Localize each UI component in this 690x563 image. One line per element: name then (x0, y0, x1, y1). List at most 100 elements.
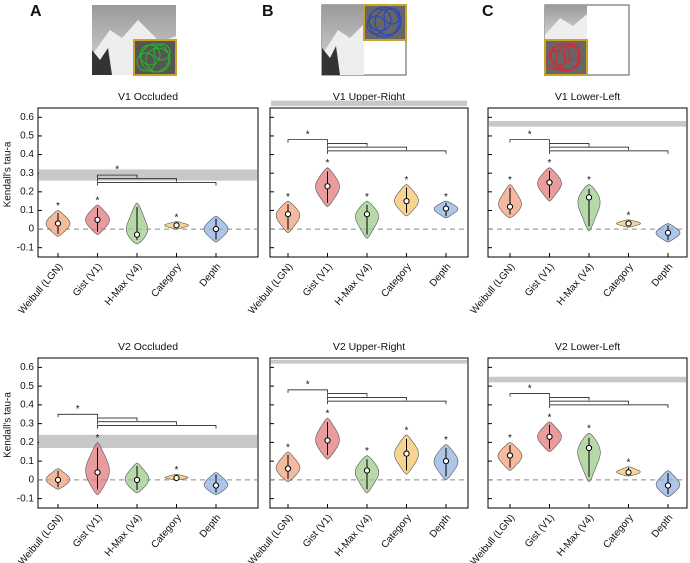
bracket-star: * (528, 383, 532, 394)
noise-ceiling (489, 376, 686, 383)
noise-ceiling (39, 169, 257, 181)
median (212, 225, 220, 233)
significance-star: * (56, 201, 60, 212)
y-tick-label: 0.3 (20, 168, 34, 179)
comparison-bracket (549, 397, 590, 401)
significance-star: * (405, 426, 409, 437)
significance-star: * (286, 442, 290, 453)
x-tick-label: Depth (428, 513, 454, 541)
median (664, 482, 672, 489)
noise-ceiling (271, 100, 467, 107)
comparison-bracket (327, 143, 368, 147)
significance-star: * (548, 412, 552, 423)
comparison-bracket (287, 389, 328, 393)
median (173, 474, 180, 482)
noise-ceiling (489, 121, 686, 127)
y-tick-label: 0.6 (20, 112, 34, 123)
median (133, 476, 141, 483)
x-tick-label: Depth (428, 262, 454, 290)
significance-star: * (175, 212, 179, 223)
x-tick-label: H-Max (V4) (555, 262, 596, 308)
comparison-bracket (287, 139, 328, 143)
median (94, 216, 101, 223)
median (284, 465, 292, 472)
x-tick-label: H-Max (V4) (103, 262, 144, 308)
comparison-bracket (549, 150, 669, 154)
noise-ceiling (39, 434, 257, 448)
panel-title: V1 Occluded (118, 91, 178, 103)
x-tick-label: Category (149, 262, 184, 300)
bracket-star: * (306, 380, 310, 391)
panel-title: V1 Lower-Left (555, 91, 620, 103)
y-tick-label: 0.4 (20, 149, 34, 160)
x-tick-label: H-Max (V4) (103, 513, 144, 559)
significance-star: * (444, 192, 448, 203)
x-tick-label: Category (601, 513, 636, 551)
significance-star: * (365, 446, 369, 457)
comparison-bracket (97, 174, 138, 179)
median (546, 433, 553, 440)
y-tick-label: 0 (28, 224, 34, 235)
x-tick-label: Gist (V1) (523, 513, 557, 550)
panel-letter: C (482, 3, 494, 20)
comparison-bracket (509, 139, 550, 143)
median (625, 220, 632, 227)
median (363, 211, 371, 218)
y-tick-label: 0 (28, 475, 34, 486)
significance-star: * (405, 175, 409, 186)
plot-frame (269, 357, 469, 509)
median (212, 482, 220, 489)
bracket-star: * (306, 129, 310, 140)
comparison-bracket (549, 146, 629, 151)
y-tick-label: 0.5 (20, 381, 34, 392)
comparison-bracket (97, 417, 138, 421)
comparison-bracket (327, 393, 368, 397)
comparison-bracket (97, 182, 217, 186)
x-tick-label: H-Max (V4) (555, 513, 596, 559)
plot-frame (37, 107, 259, 258)
y-tick-label: 0.5 (20, 131, 34, 142)
median (403, 198, 410, 205)
y-tick-label: 0.1 (20, 205, 34, 216)
significance-star: * (286, 192, 290, 203)
x-tick-label: Category (379, 262, 414, 300)
comparison-bracket (97, 425, 217, 429)
y-tick-label: -0.1 (17, 242, 35, 253)
panel-title: V2 Lower-Left (555, 341, 620, 353)
thumbnail (544, 4, 630, 76)
median (506, 452, 514, 459)
median (363, 467, 371, 474)
y-tick-label: 0.3 (20, 418, 34, 429)
significance-star: * (587, 175, 591, 186)
significance-star: * (96, 195, 100, 206)
plot-frame (487, 357, 688, 509)
median (506, 203, 514, 210)
comparison-bracket (509, 393, 550, 397)
median (585, 194, 593, 201)
median (403, 450, 410, 457)
comparison-bracket (97, 421, 177, 425)
median (94, 469, 101, 476)
panel-title: V2 Occluded (118, 341, 178, 353)
noise-ceiling (271, 359, 467, 364)
significance-star: * (96, 433, 100, 444)
x-tick-label: Weibull (LGN) (17, 262, 66, 317)
x-tick-label: Gist (V1) (71, 513, 105, 550)
median (324, 437, 331, 444)
x-tick-label: Weibull (LGN) (247, 513, 296, 563)
thumbnail (92, 5, 177, 76)
median (133, 231, 141, 238)
y-axis-label: Kendall's tau-a (3, 392, 14, 458)
median (664, 229, 672, 236)
median (284, 211, 292, 218)
median (585, 444, 593, 452)
x-tick-label: Gist (V1) (523, 262, 557, 299)
significance-star: * (508, 175, 512, 186)
bracket-star: * (528, 129, 532, 140)
comparison-bracket (327, 397, 407, 401)
significance-star: * (587, 424, 591, 435)
panel-letter: A (30, 3, 42, 20)
median (442, 458, 450, 465)
median (546, 179, 553, 186)
